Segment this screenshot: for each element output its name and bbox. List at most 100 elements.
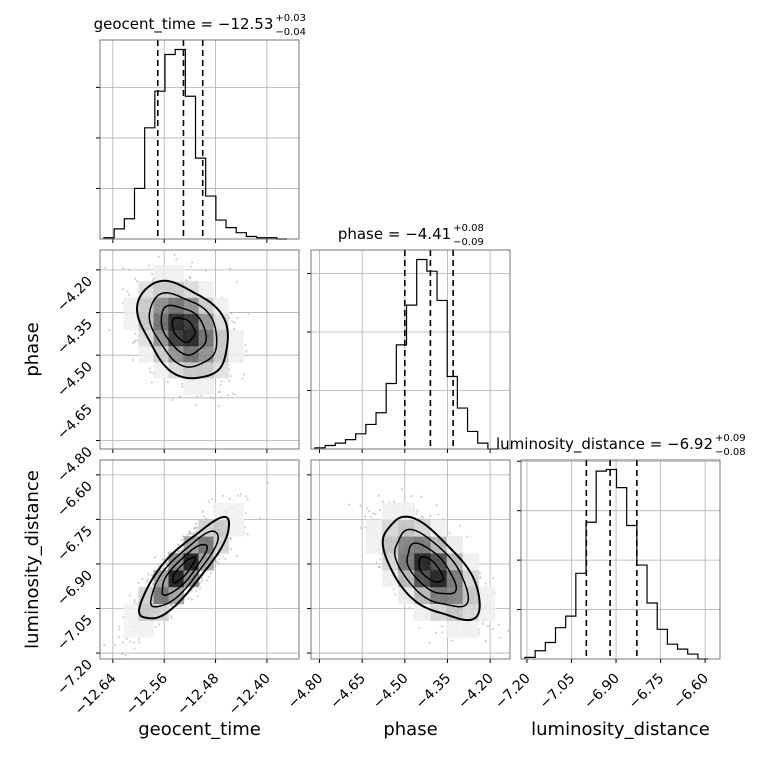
density-cell — [213, 519, 229, 537]
density-cell — [153, 361, 169, 379]
density-cell — [123, 297, 139, 314]
density-cell — [430, 586, 447, 604]
density-cell — [183, 377, 199, 395]
x-tick-label: −4.20 — [455, 671, 497, 713]
density-cell — [168, 265, 184, 282]
x-tick-label: −4.35 — [413, 671, 455, 713]
density-cell — [183, 361, 199, 379]
density-cell — [138, 620, 154, 638]
density-cell — [138, 345, 154, 363]
density-cell — [462, 603, 480, 621]
y-tick-label: −4.35 — [54, 316, 96, 358]
x-tick-label: −12.56 — [123, 670, 171, 718]
panel-title: luminosity_distance = −6.92 — [496, 435, 713, 454]
density-cell — [478, 586, 496, 604]
x-tick-label: −12.40 — [226, 671, 274, 719]
x-tick-label: −6.75 — [626, 671, 668, 713]
x-tick-label: −6.90 — [581, 671, 623, 713]
density-cell — [366, 536, 383, 554]
y-tick-label: −4.20 — [54, 273, 96, 315]
title-upper-error: +0.09 — [715, 433, 746, 444]
panel-geocent_time-vs-luminosity_distance — [96, 459, 300, 663]
density-cell — [414, 553, 431, 571]
contour-0.5sigma — [171, 317, 196, 344]
title-geocent_time: geocent_time = −12.53 +0.03 −0.04 — [94, 13, 306, 38]
panel-frame — [99, 459, 300, 660]
density-cell — [213, 502, 229, 520]
density-cell — [153, 281, 169, 298]
panel-title: geocent_time = −12.53 — [94, 15, 274, 34]
density-cell — [446, 536, 464, 554]
y-axis-label: phase — [22, 322, 43, 376]
contour-2sigma — [381, 515, 481, 622]
title-upper-error: +0.03 — [275, 13, 306, 24]
density-cell — [213, 313, 229, 331]
density-cell — [382, 502, 399, 520]
y-tick-label: −6.90 — [54, 567, 96, 609]
density-cell — [183, 313, 199, 331]
density-cell — [168, 313, 184, 331]
y-tick-label: −6.60 — [54, 478, 96, 520]
x-tick-label: −4.50 — [370, 671, 412, 713]
histogram-luminosity_distance — [524, 468, 709, 660]
density-cell — [123, 313, 139, 331]
density-cell — [228, 519, 244, 537]
density-cell — [153, 265, 169, 282]
density-cell — [183, 329, 199, 347]
density-cell — [168, 569, 184, 588]
density-cell — [183, 281, 199, 298]
y-axis-label: luminosity_distance — [22, 470, 43, 649]
title-lower-error: −0.04 — [275, 27, 306, 38]
density-cell — [398, 502, 415, 520]
panel-phase-vs-luminosity_distance — [307, 459, 511, 663]
contour-2sigma — [137, 515, 231, 620]
contour-1sigma — [161, 543, 208, 596]
density-cell — [228, 329, 244, 347]
panel-frame — [99, 249, 300, 450]
density-cell — [123, 603, 139, 621]
panel-frame — [99, 39, 300, 240]
density-cell — [168, 361, 184, 379]
contour-1.5sigma — [393, 528, 470, 608]
contour-2sigma — [135, 279, 229, 380]
x-axis-label: luminosity_distance — [531, 719, 710, 740]
x-tick-label: −7.20 — [492, 671, 534, 713]
contour-0.5sigma — [418, 556, 445, 583]
density-cell — [478, 603, 496, 621]
density-cell — [153, 569, 169, 588]
density-cell — [228, 502, 244, 520]
histogram-phase — [314, 258, 499, 450]
contour-1sigma — [160, 304, 208, 356]
hist-panel-luminosity_distance: luminosity_distance = −6.92 +0.09 −0.08 — [496, 433, 746, 663]
panel-frame — [310, 249, 511, 450]
title-luminosity_distance: luminosity_distance = −6.92 +0.09 −0.08 — [496, 433, 746, 458]
contour-1sigma — [406, 542, 458, 595]
density-cell — [228, 345, 244, 363]
density-cell — [183, 569, 199, 588]
density-cell — [462, 620, 480, 638]
density-cell — [366, 519, 383, 537]
density-cell — [430, 553, 447, 571]
title-lower-error: −0.09 — [453, 237, 484, 248]
density-cell — [198, 377, 214, 395]
hist-panel-geocent_time: geocent_time = −12.53 +0.03 −0.04 — [94, 13, 306, 243]
density-cell — [398, 519, 415, 537]
x-axis-label: phase — [383, 719, 437, 740]
density-cell — [153, 586, 169, 604]
density-cell — [398, 536, 415, 554]
title-upper-error: +0.08 — [453, 223, 484, 234]
title-phase: phase = −4.41 +0.08 −0.09 — [338, 223, 484, 248]
x-tick-label: −7.05 — [537, 671, 579, 713]
density-cell — [398, 586, 415, 604]
density-cell — [430, 519, 447, 537]
density-cell — [198, 281, 214, 298]
density-cell — [213, 361, 229, 379]
density-cell — [414, 569, 431, 588]
density-cell — [446, 586, 464, 604]
panel-frame — [310, 459, 511, 660]
y-tick-label: −6.75 — [54, 523, 96, 565]
x-axis-label: geocent_time — [138, 719, 261, 740]
histogram-geocent_time — [103, 48, 288, 240]
x-tick-label: −6.60 — [670, 671, 712, 713]
panel-title: phase = −4.41 — [338, 225, 451, 243]
